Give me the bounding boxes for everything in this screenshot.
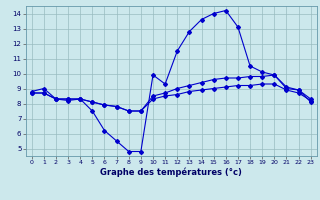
X-axis label: Graphe des températures (°c): Graphe des températures (°c)	[100, 168, 242, 177]
